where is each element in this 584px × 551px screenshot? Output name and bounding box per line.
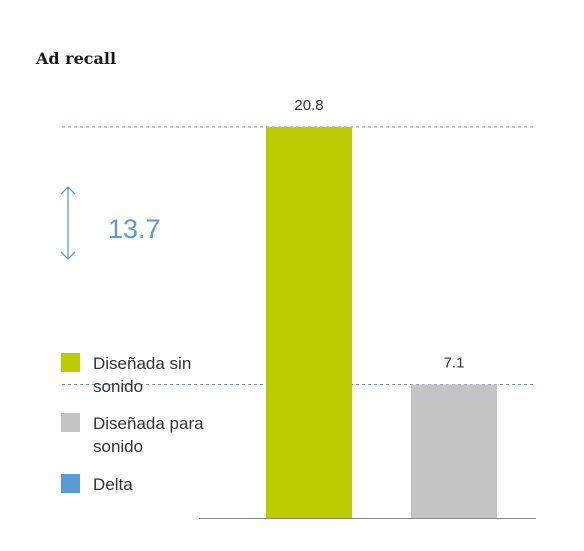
- bar: [411, 384, 497, 518]
- legend-label: Diseñada para: [93, 414, 204, 433]
- legend-swatch: [61, 474, 80, 493]
- bars: [266, 127, 497, 518]
- legend-swatch: [61, 353, 80, 372]
- legend-swatch: [61, 413, 80, 432]
- bar: [266, 127, 352, 518]
- legend-label: Delta: [93, 475, 133, 494]
- bar-value-label: 20.8: [294, 97, 323, 114]
- legend-label: Diseñada sin: [93, 354, 191, 373]
- legend: Diseñada sin sonido Diseñada para sonido Del…: [61, 353, 204, 494]
- value-labels: 20.8 7.1: [294, 97, 464, 372]
- bar-value-label: 7.1: [444, 355, 465, 372]
- delta-arrow-icon: [60, 186, 76, 260]
- legend-label-line2: sonido: [93, 377, 143, 396]
- delta-label: 13.7: [108, 214, 161, 244]
- legend-label-line2: sonido: [93, 437, 143, 456]
- chart-title: Ad recall: [35, 49, 116, 68]
